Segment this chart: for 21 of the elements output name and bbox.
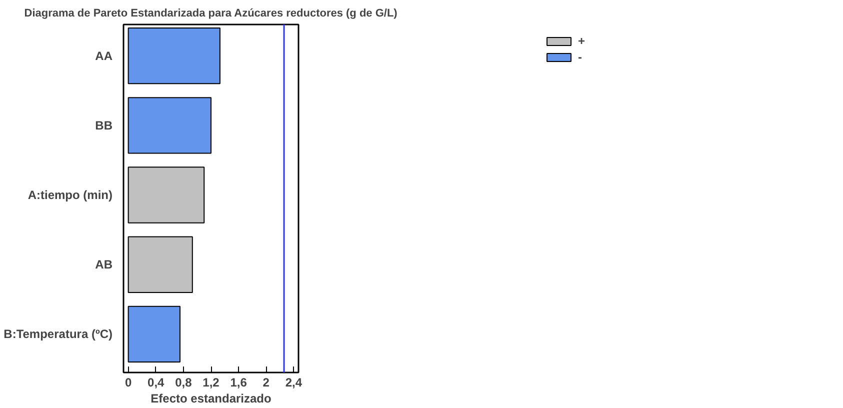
- bar: [128, 97, 212, 154]
- bar: [128, 306, 180, 363]
- x-tick-label: 0,8: [175, 376, 192, 390]
- x-tick-label: 1,2: [202, 376, 220, 390]
- bar: [128, 166, 205, 224]
- bar: [128, 236, 193, 293]
- chart-title: Diagrama de Pareto Estandarizada para Azúcares reductores (g de G/L): [24, 8, 398, 20]
- x-axis-title: Efecto estandarizado: [150, 392, 272, 406]
- legend-label: -: [578, 50, 583, 64]
- y-tick-label: AB: [95, 258, 113, 272]
- y-tick-label: A:tiempo (min): [28, 188, 113, 202]
- x-tick-label: 0: [124, 376, 132, 390]
- x-tick-label: 0,4: [148, 376, 165, 390]
- legend-label: +: [578, 34, 586, 48]
- x-tick-label: 2,4: [285, 376, 302, 390]
- x-tick-label: 2: [262, 376, 270, 390]
- bar: [128, 27, 220, 84]
- y-tick-label: AA: [95, 48, 113, 63]
- y-tick-label: BB: [95, 118, 113, 132]
- y-tick-label: B:Temperatura (ºC): [4, 327, 113, 342]
- x-tick-label: 1,6: [230, 376, 248, 390]
